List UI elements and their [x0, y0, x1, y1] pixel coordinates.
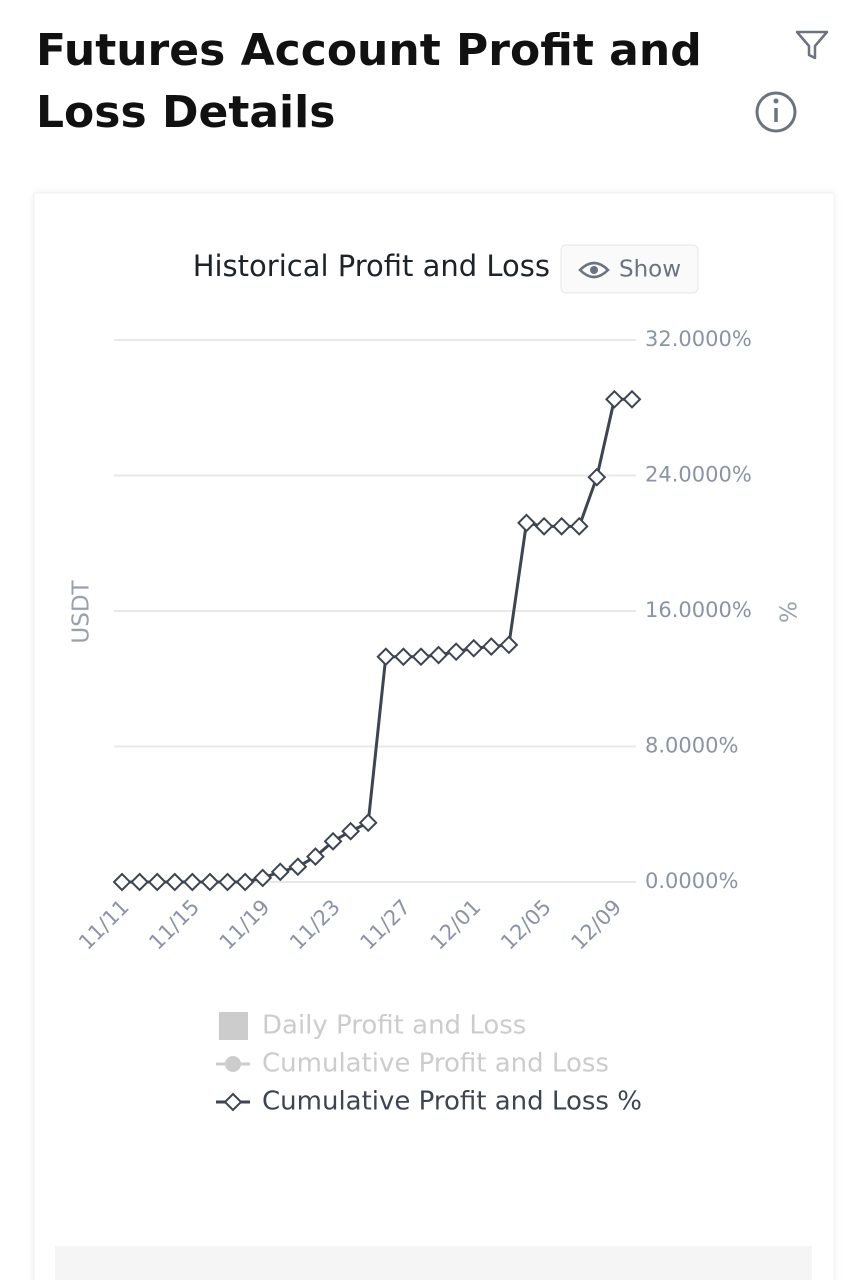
- data-point: [253, 868, 273, 888]
- legend-swatch: [223, 1092, 243, 1112]
- data-point: [112, 872, 132, 892]
- legend-label: Cumulative Profit and Loss %: [262, 1087, 642, 1117]
- x-tick-label: 11/19: [215, 895, 275, 955]
- show-button[interactable]: Show: [560, 244, 699, 294]
- show-label: Show: [619, 257, 681, 283]
- data-point: [306, 847, 325, 867]
- chart-title: Historical Profit and Loss: [193, 249, 550, 283]
- data-point: [341, 821, 361, 841]
- y2-tick-label: 24.0000%: [645, 463, 752, 487]
- y2-tick-label: 32.0000%: [645, 327, 752, 351]
- filter-icon[interactable]: [795, 30, 829, 60]
- data-point: [534, 516, 554, 536]
- data-point: [604, 389, 624, 409]
- x-tick-label: 12/05: [496, 895, 556, 955]
- x-tick-label: 11/27: [355, 895, 415, 955]
- x-tick-label: 11/15: [144, 895, 204, 955]
- data-point: [464, 638, 484, 658]
- data-point: [323, 831, 343, 851]
- card-bg: [33, 192, 835, 1280]
- data-point: [622, 389, 642, 409]
- data-point: [587, 467, 607, 487]
- data-point: [569, 516, 589, 536]
- data-point: [147, 872, 167, 892]
- data-point: [376, 647, 396, 667]
- data-point: [429, 645, 448, 665]
- bottom-panel: [55, 1246, 812, 1280]
- y2-tick-label: 0.0000%: [645, 869, 738, 893]
- x-tick-label: 11/11: [74, 895, 134, 955]
- data-point: [358, 813, 378, 833]
- info-icon[interactable]: [755, 91, 797, 133]
- data-point: [499, 635, 519, 655]
- y-axis-label: USDT: [69, 579, 95, 643]
- legend-label: Cumulative Profit and Loss: [262, 1049, 609, 1079]
- y2-tick-label: 16.0000%: [645, 598, 752, 622]
- data-point: [288, 857, 308, 877]
- data-point: [393, 647, 413, 667]
- data-point: [552, 516, 572, 536]
- series-line: [122, 397, 632, 884]
- data-point: [446, 642, 466, 662]
- data-point: [411, 647, 431, 667]
- y2-axis-label: %: [774, 601, 800, 623]
- x-tick-label: 11/23: [285, 895, 345, 955]
- data-point: [235, 872, 255, 892]
- data-point: [165, 872, 185, 892]
- data-point: [218, 872, 237, 892]
- legend-label: Daily Profit and Loss: [262, 1011, 526, 1041]
- x-tick-label: 12/01: [426, 895, 486, 955]
- legend-swatch: [225, 1056, 241, 1072]
- x-tick-label: 12/09: [566, 895, 626, 955]
- data-point: [270, 862, 290, 882]
- data-point: [517, 513, 536, 533]
- page-title: Futures Account Profit and Loss Details: [36, 25, 702, 138]
- data-point: [130, 872, 150, 892]
- legend-swatch: [219, 1012, 248, 1040]
- y2-tick-label: 8.0000%: [645, 734, 738, 758]
- data-point: [481, 637, 501, 656]
- data-point: [200, 872, 220, 892]
- data-point: [182, 872, 202, 892]
